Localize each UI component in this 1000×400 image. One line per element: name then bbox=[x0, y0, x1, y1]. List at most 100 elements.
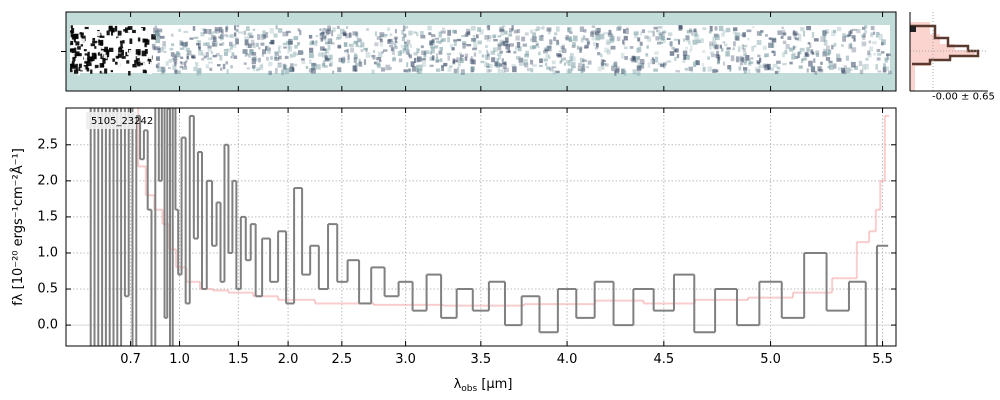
noise-pixel bbox=[73, 38, 76, 43]
noise-pixel bbox=[508, 30, 512, 37]
noise-pixel bbox=[861, 34, 864, 38]
noise-pixel bbox=[738, 66, 742, 71]
noise-pixel bbox=[709, 51, 715, 55]
noise-pixel bbox=[530, 68, 534, 73]
noise-pixel bbox=[840, 67, 846, 73]
noise-pixel bbox=[544, 62, 548, 67]
noise-pixel bbox=[274, 57, 280, 61]
noise-pixel bbox=[715, 54, 720, 59]
noise-pixel bbox=[668, 42, 672, 46]
noise-pixel bbox=[398, 58, 403, 63]
noise-pixel bbox=[431, 55, 435, 61]
noise-pixel bbox=[441, 65, 445, 72]
noise-pixel bbox=[179, 47, 185, 50]
noise-pixel bbox=[140, 43, 143, 49]
noise-pixel bbox=[458, 52, 463, 56]
noise-pixel bbox=[406, 62, 409, 68]
noise-pixel bbox=[379, 32, 385, 38]
noise-pixel bbox=[123, 48, 128, 54]
noise-pixel bbox=[81, 32, 84, 36]
noise-pixel bbox=[421, 50, 426, 55]
noise-pixel bbox=[205, 64, 209, 69]
noise-pixel bbox=[689, 48, 692, 53]
noise-pixel bbox=[348, 43, 354, 47]
noise-pixel bbox=[741, 56, 745, 63]
noise-pixel bbox=[142, 69, 146, 74]
noise-pixel bbox=[425, 50, 430, 54]
noise-pixel bbox=[262, 30, 266, 36]
noise-pixel bbox=[470, 25, 476, 31]
noise-pixel bbox=[682, 38, 686, 42]
noise-pixel bbox=[401, 29, 404, 35]
noise-pixel bbox=[747, 69, 751, 74]
noise-pixel bbox=[155, 37, 161, 44]
noise-pixel bbox=[876, 48, 881, 52]
y-tick-label: 1.5 bbox=[37, 209, 58, 224]
noise-pixel bbox=[745, 55, 750, 61]
noise-pixel bbox=[390, 47, 395, 52]
noise-pixel bbox=[743, 70, 748, 74]
noise-pixel bbox=[470, 56, 473, 61]
noise-pixel bbox=[539, 58, 543, 64]
noise-pixel bbox=[185, 60, 188, 63]
noise-pixel bbox=[555, 26, 560, 32]
noise-pixel bbox=[87, 62, 92, 67]
noise-pixel bbox=[851, 47, 857, 53]
noise-pixel bbox=[388, 44, 394, 48]
noise-pixel bbox=[324, 58, 330, 62]
noise-pixel bbox=[714, 41, 718, 48]
noise-pixel bbox=[439, 58, 443, 63]
noise-pixel bbox=[822, 51, 828, 57]
noise-pixel bbox=[231, 52, 235, 56]
noise-pixel bbox=[624, 56, 628, 60]
noise-pixel bbox=[492, 34, 497, 39]
noise-pixel bbox=[823, 48, 827, 53]
noise-pixel bbox=[460, 69, 465, 75]
noise-pixel bbox=[413, 31, 417, 34]
noise-pixel bbox=[353, 40, 358, 45]
noise-pixel bbox=[177, 70, 181, 75]
noise-pixel bbox=[882, 66, 887, 73]
noise-pixel bbox=[564, 37, 569, 40]
x-tick-label: 1.5 bbox=[228, 352, 249, 367]
noise-pixel bbox=[828, 65, 834, 70]
noise-pixel bbox=[105, 49, 110, 55]
noise-pixel bbox=[870, 32, 873, 37]
noise-pixel bbox=[282, 31, 287, 37]
noise-pixel bbox=[669, 51, 675, 56]
noise-pixel bbox=[494, 61, 499, 67]
noise-pixel bbox=[732, 47, 735, 51]
noise-pixel bbox=[210, 51, 213, 55]
noise-pixel bbox=[733, 41, 736, 47]
noise-pixel bbox=[712, 36, 716, 43]
noise-pixel bbox=[655, 36, 660, 41]
noise-pixel bbox=[579, 26, 585, 32]
noise-pixel bbox=[877, 70, 882, 73]
noise-pixel bbox=[294, 52, 299, 56]
noise-pixel bbox=[782, 51, 785, 58]
noise-pixel bbox=[693, 61, 697, 68]
noise-pixel bbox=[625, 28, 629, 35]
noise-pixel bbox=[800, 27, 805, 32]
noise-pixel bbox=[810, 49, 814, 54]
noise-pixel bbox=[647, 36, 652, 42]
noise-pixel bbox=[406, 70, 412, 74]
noise-pixel bbox=[319, 46, 325, 51]
noise-pixel bbox=[647, 62, 651, 68]
noise-pixel bbox=[252, 42, 256, 49]
noise-pixel bbox=[87, 51, 90, 58]
noise-pixel bbox=[112, 58, 115, 62]
noise-pixel bbox=[569, 56, 573, 62]
noise-pixel bbox=[739, 57, 745, 62]
noise-pixel bbox=[225, 61, 229, 65]
noise-pixel bbox=[210, 32, 215, 37]
noise-pixel bbox=[84, 26, 89, 30]
noise-pixel bbox=[110, 55, 113, 61]
noise-pixel bbox=[682, 55, 687, 60]
noise-pixel bbox=[277, 28, 283, 33]
noise-pixel bbox=[469, 58, 475, 64]
noise-pixel bbox=[833, 29, 837, 34]
noise-pixel bbox=[84, 55, 88, 62]
noise-pixel bbox=[872, 31, 876, 35]
noise-pixel bbox=[623, 29, 626, 34]
